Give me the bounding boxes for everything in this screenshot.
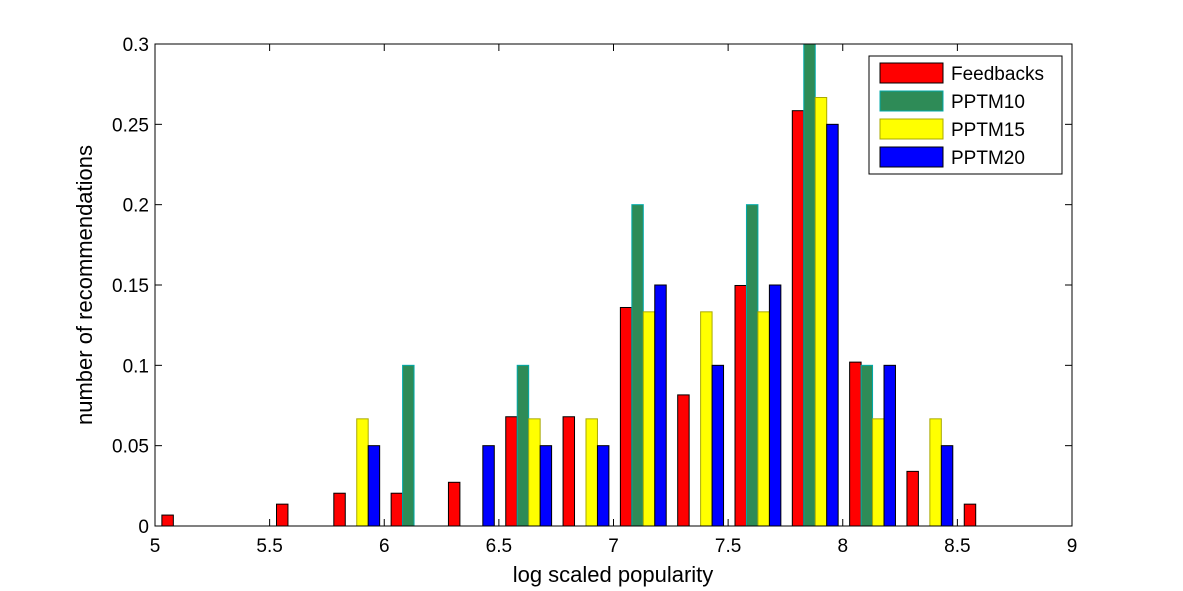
bar-pptm15-6	[528, 418, 541, 527]
bars-layer	[161, 43, 977, 527]
bar-pptm15-8	[642, 311, 656, 527]
bar-pptm15-13	[929, 418, 942, 527]
bar-pptm20-7	[596, 445, 610, 527]
x-tick-label: 6	[379, 536, 390, 557]
bar-pptm20-13	[940, 445, 954, 527]
bar-feedbacks-0	[161, 514, 174, 527]
y-tick-label: 0.3	[123, 35, 149, 56]
x-axis-label: log scaled popularity	[513, 562, 714, 587]
bar-feedbacks-5	[447, 481, 461, 527]
bar-pptm15-3	[356, 418, 369, 527]
bar-feedbacks-13	[906, 470, 919, 527]
bar-pptm20-3	[367, 445, 381, 527]
x-tick-label: 5	[150, 536, 161, 557]
x-tick-label: 9	[1067, 536, 1078, 557]
bar-pptm10-6	[516, 364, 530, 527]
bar-feedbacks-8	[619, 306, 633, 527]
legend-swatch-pptm20	[879, 146, 944, 168]
y-tick-label: 0.05	[112, 437, 149, 458]
bar-pptm10-11	[803, 43, 816, 527]
bar-feedbacks-11	[791, 110, 805, 527]
y-axis-label: number of recommendations	[72, 145, 97, 425]
y-tick-label: 0.25	[112, 115, 149, 136]
bar-feedbacks-7	[562, 416, 576, 527]
bar-pptm10-10	[745, 204, 759, 527]
ticks-layer: 5 5.5 6 6.5 7 7.5 8 8.5 9 0 0.05 0.1 0.15 0.2 0.25 0.3	[112, 35, 1077, 557]
legend-label-feedbacks: Feedbacks	[951, 64, 1044, 85]
legend: Feedbacks PPTM10 PPTM15 PPTM20	[868, 55, 1063, 175]
bar-pptm15-11	[814, 97, 828, 527]
legend-label-pptm15: PPTM15	[951, 120, 1025, 141]
bar-pptm20-10	[768, 284, 782, 527]
bar-feedbacks-4	[390, 492, 404, 527]
bar-feedbacks-10	[734, 284, 747, 527]
bar-pptm20-11	[826, 123, 839, 527]
bar-pptm10-8	[631, 204, 644, 527]
bar-pptm20-6	[539, 445, 553, 527]
bar-pptm15-12	[872, 418, 885, 527]
bar-feedbacks-14	[963, 503, 977, 527]
x-tick-label: 5.5	[256, 536, 282, 557]
bar-feedbacks-2	[276, 503, 289, 527]
legend-label-pptm20: PPTM20	[951, 148, 1025, 169]
bar-pptm20-9	[711, 364, 725, 527]
bar-pptm10-4	[402, 364, 415, 527]
x-tick-label: 6.5	[486, 536, 512, 557]
y-tick-label: 0.2	[123, 196, 149, 217]
bar-pptm15-9	[700, 311, 713, 527]
bar-feedbacks-3	[333, 492, 346, 527]
x-tick-label: 7.5	[715, 536, 741, 557]
x-tick-label: 7	[608, 536, 619, 557]
legend-swatch-pptm10	[879, 90, 944, 112]
bar-pptm20-12	[883, 364, 896, 527]
legend-swatch-pptm15	[879, 118, 944, 140]
x-tick-label: 8.5	[944, 536, 970, 557]
x-tick-label: 8	[837, 536, 848, 557]
legend-swatch-feedbacks	[879, 62, 944, 84]
bar-feedbacks-9	[677, 394, 690, 527]
y-tick-label: 0.15	[112, 276, 149, 297]
y-tick-label: 0.1	[123, 356, 149, 377]
legend-label-pptm10: PPTM10	[951, 92, 1025, 113]
y-tick-label: 0	[138, 517, 149, 538]
bar-pptm20-5	[482, 445, 495, 527]
bar-pptm20-8	[654, 284, 667, 527]
bar-pptm15-7	[585, 418, 598, 527]
bar-pptm10-12	[860, 364, 874, 527]
bar-feedbacks-12	[849, 361, 862, 527]
bar-feedbacks-6	[505, 416, 518, 527]
bar-pptm15-10	[757, 311, 770, 527]
